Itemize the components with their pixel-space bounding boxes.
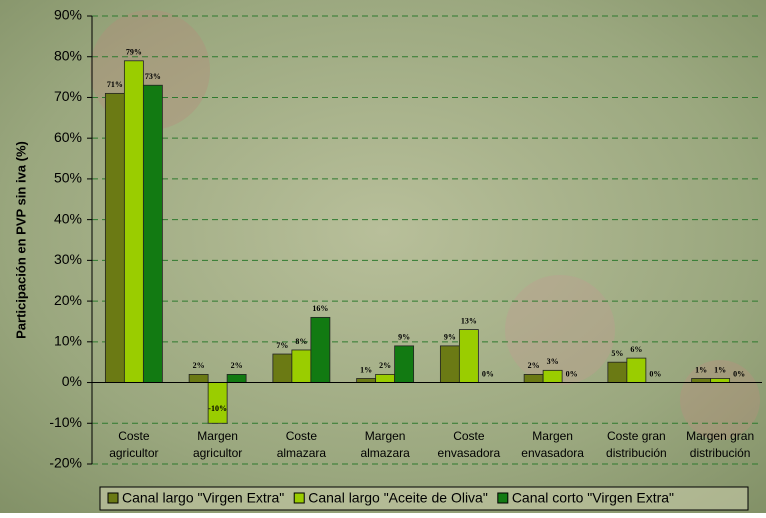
x-tick-label: Coste [286,429,318,443]
bar [311,317,330,382]
bar [292,350,311,383]
data-label: 2% [528,361,540,370]
x-tick-label: envasadora [521,446,584,460]
y-tick-label: 80% [54,47,82,63]
legend-label: Canal largo "Virgen Extra" [122,490,284,506]
data-label: 2% [193,361,205,370]
data-label: 9% [444,333,456,342]
data-label: 5% [611,349,623,358]
bar [608,362,627,382]
y-tick-label: 50% [54,170,82,186]
y-tick-label: 90% [54,7,82,23]
data-label: 6% [630,345,642,354]
data-label: 1% [714,365,726,374]
x-tick-label: almazara [277,446,327,460]
bar [208,383,227,424]
chart: Participación en PVP sin iva (%) -20% -10… [0,0,766,513]
bar [124,61,143,383]
x-tick-label: distribución [606,446,667,460]
x-tick-label: agricultor [193,446,242,460]
data-label: 0% [649,369,661,378]
y-tick-label: -10% [49,414,82,430]
x-tick-label: Margen gran [686,429,754,443]
x-tick-label: Coste [118,429,150,443]
y-tick-label: 0% [62,373,82,389]
bar [143,85,162,382]
data-label: 3% [547,357,559,366]
x-tick-label: Coste [453,429,485,443]
data-label: 0% [482,369,494,378]
data-label: 9% [398,333,410,342]
x-tick-label: Coste gran [607,429,666,443]
data-label: 8% [295,337,307,346]
y-tick-label: -20% [49,455,82,471]
bar [376,374,395,382]
data-label: 0% [733,369,745,378]
data-label: 1% [360,365,372,374]
x-tick-label: almazara [360,446,410,460]
data-label: 2% [231,361,243,370]
bar [711,378,730,382]
data-label: 16% [312,304,328,313]
bar [105,93,124,382]
photo-blob [505,275,615,385]
bar [227,374,246,382]
bar [543,370,562,382]
bar [459,330,478,383]
data-label: 79% [126,48,142,57]
y-tick-label: 10% [54,333,82,349]
bar [524,374,543,382]
y-tick-label: 40% [54,210,82,226]
data-label: -10% [208,404,227,413]
x-tick-label: envasadora [438,446,501,460]
x-tick-label: Margen [197,429,238,443]
data-label: 71% [107,80,123,89]
y-tick-label: 20% [54,292,82,308]
data-label: 1% [695,365,707,374]
data-label: 13% [461,316,477,325]
x-tick-label: Margen [532,429,573,443]
data-label: 7% [276,341,288,350]
legend-label: Canal largo "Aceite de Oliva" [308,490,488,506]
y-tick-label: 70% [54,88,82,104]
data-label: 2% [379,361,391,370]
legend-swatch [108,493,118,503]
y-axis-title: Participación en PVP sin iva (%) [13,141,28,339]
y-tick-label: 30% [54,251,82,267]
legend-swatch [294,493,304,503]
x-tick-label: distribución [690,446,751,460]
bar [395,346,414,383]
bar [189,374,208,382]
bar [627,358,646,382]
data-label: 0% [566,369,578,378]
bar [692,378,711,382]
bar [273,354,292,383]
legend-label: Canal corto "Virgen Extra" [512,490,674,506]
bar [357,378,376,382]
y-tick-label: 60% [54,129,82,145]
x-tick-label: agricultor [109,446,158,460]
bar [440,346,459,383]
x-tick-label: Margen [365,429,406,443]
legend-swatch [498,493,508,503]
data-label: 73% [145,72,161,81]
